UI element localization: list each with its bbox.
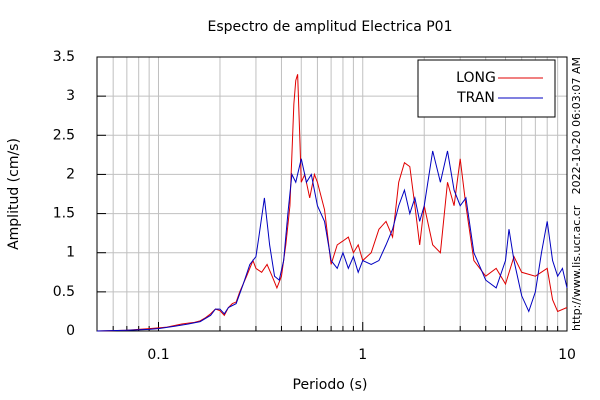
y-tick-label: 1 <box>66 245 75 261</box>
y-tick-label: 3.5 <box>53 49 75 65</box>
plot-frame <box>96 56 568 332</box>
source-url: http://www.lis.ucr.ac.cr <box>570 205 583 331</box>
y-tick-label: 0.5 <box>53 284 75 300</box>
y-tick-label: 3 <box>66 88 75 104</box>
x-tick-label: 0.1 <box>147 347 169 363</box>
y-tick-label: 2.5 <box>53 127 75 143</box>
series-line <box>96 150 568 332</box>
chart-title: Espectro de amplitud Electrica P01 <box>208 19 453 35</box>
y-axis-label: Amplitud (cm/s) <box>6 138 22 250</box>
x-axis-label: Periodo (s) <box>293 377 368 393</box>
legend-box <box>417 59 556 118</box>
timestamp: 2022-10-20 06:03:07 AM <box>570 57 583 194</box>
x-tick-label: 1 <box>358 347 367 363</box>
x-tick-label: 10 <box>558 347 576 363</box>
y-tick-label: 2 <box>66 166 75 182</box>
y-tick-label: 0 <box>66 323 75 339</box>
series-line <box>96 74 568 332</box>
legend-label: TRAN <box>456 90 495 106</box>
legend-label: LONG <box>456 70 496 86</box>
y-tick-label: 1.5 <box>53 206 75 222</box>
